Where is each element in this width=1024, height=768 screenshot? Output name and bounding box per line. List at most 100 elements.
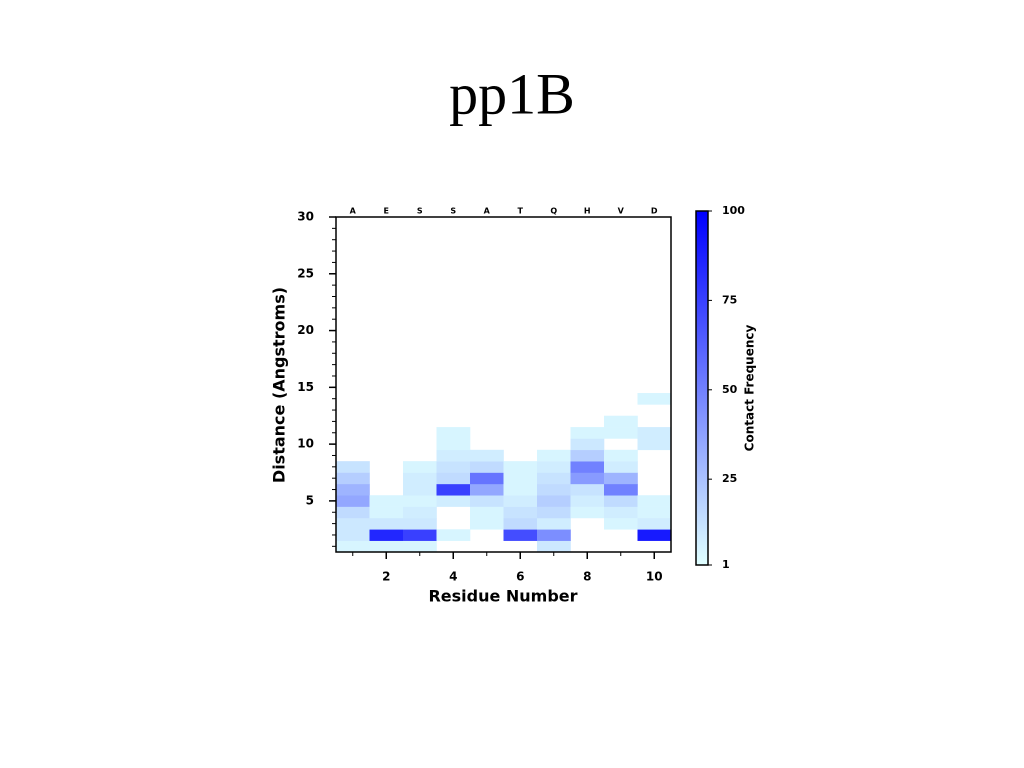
heatmap-cell [470,472,504,485]
sequence-letter: S [417,207,423,216]
heatmap-cell [470,449,504,462]
heatmap-cell [436,461,471,473]
colorbar-tick-label: 25 [722,472,737,485]
heatmap-cell [537,540,571,553]
heatmap-cell [637,517,672,530]
sequence-letter: V [618,207,625,216]
heatmap-cell [503,483,538,496]
sequence-letter: S [450,207,456,216]
heatmap-cell [570,449,605,462]
sequence-letter: A [350,207,357,216]
heatmap-cell [336,461,370,473]
heatmap-cell [604,517,638,530]
heatmap-cell [637,427,672,439]
heatmap-cell [503,495,538,507]
heatmap-cell [369,495,404,507]
heatmap-cell [637,438,672,451]
heatmap-cell [503,461,538,473]
y-tick-label: 10 [297,437,314,451]
y-tick-label: 25 [297,266,314,280]
x-tick-label: 10 [646,570,663,584]
heatmap-cell [436,472,471,485]
heatmap-cell [436,483,471,496]
heatmap-cell [537,517,571,530]
x-tick-label: 4 [449,570,457,584]
heatmap-cell [369,529,404,541]
y-tick-label: 5 [306,493,314,507]
sequence-letter: T [518,207,524,216]
y-axis-label: Distance (Angstroms) [270,287,289,483]
heatmap-cell [537,483,571,496]
y-tick-label: 30 [297,210,314,224]
sequence-letter: Q [550,207,557,216]
colorbar-tick-label: 50 [722,383,738,396]
sequence-letter: H [584,207,591,216]
heatmap-cell [336,495,370,507]
heatmap-cell [470,506,504,519]
heatmap-cell [537,461,571,473]
heatmap-cell [570,506,605,519]
heatmap-cell [604,427,638,439]
heatmap-cell [470,483,504,496]
plot-frame [335,216,672,553]
sequence-letter: A [484,207,491,216]
heatmap-cell [369,517,404,530]
heatmap-cell [403,540,437,553]
heatmap-cell [637,393,672,405]
x-axis-label: Residue Number [428,587,577,606]
heatmap-cell [436,495,471,507]
x-tick-label: 2 [382,570,390,584]
heatmap-cell [604,415,638,428]
colorbar-tick-label: 100 [722,204,745,217]
heatmap-cell [403,506,437,519]
heatmap-cell [336,517,370,530]
heatmap-cell [570,495,605,507]
heatmap-cell [570,438,605,451]
heatmap-cell [403,517,437,530]
heatmap-cell [470,461,504,473]
heatmap-cell [570,483,605,496]
heatmap-cell [403,529,437,541]
heatmap-cell [537,449,571,462]
heatmap-cell [537,495,571,507]
y-tick-label: 15 [297,380,314,394]
heatmap-cell [403,461,437,473]
heatmap-cell [470,495,504,507]
heatmap-cell [436,427,471,439]
heatmap-cell [436,449,471,462]
heatmap-cell [503,472,538,485]
x-tick-label: 8 [583,570,591,584]
colorbar-tick-label: 1 [722,558,730,571]
heatmap-cell [537,529,571,541]
heatmap-cell [604,483,638,496]
heatmap-cell [336,483,370,496]
x-tick-label: 6 [516,570,524,584]
heatmap-cell [336,540,370,553]
colorbar-label: Contact Frequency [743,324,757,451]
heatmap-cell [570,427,605,439]
heatmap-cell [369,506,404,519]
sequence-letter: E [384,207,389,216]
heatmap-cell [637,506,672,519]
heatmap-cell [604,495,638,507]
heatmap-cell [604,449,638,462]
heatmap-cell [503,517,538,530]
colorbar-tick-label: 75 [722,293,737,306]
heatmap-cell [570,461,605,473]
y-tick-label: 20 [297,323,314,337]
chart-title: pp1B [449,61,575,126]
heatmap-cell [604,472,638,485]
heatmap-cell [436,529,471,541]
heatmap-cell [336,529,370,541]
heatmap-cell [403,483,437,496]
heatmap-cell [537,472,571,485]
heatmap-cell [369,540,404,553]
heatmap-cell [604,506,638,519]
heatmap-cell [470,517,504,530]
heatmap-cell [403,495,437,507]
heatmap-cell [604,461,638,473]
heatmap-cell [503,506,538,519]
heatmap-cell [503,529,538,541]
sequence-letter: D [651,207,658,216]
